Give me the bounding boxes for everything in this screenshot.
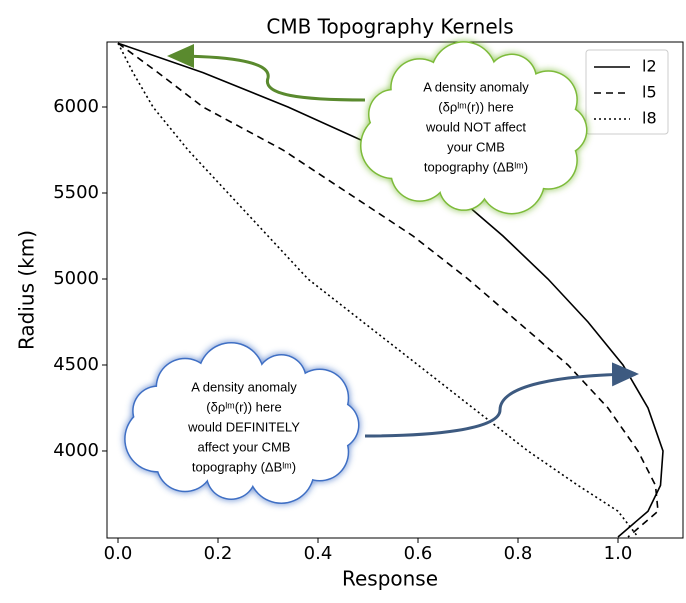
annotation-text: topography (ΔBˡᵐ) [192,459,296,474]
annotation-text: would DEFINITELY [187,419,300,434]
x-axis-label: Response [342,567,438,591]
cloud-body [152,373,336,477]
chart-title: CMB Topography Kernels [266,15,513,39]
x-tick-label: 0.2 [204,543,233,564]
x-tick-label: 1.0 [604,543,633,564]
y-tick-label: 4000 [53,440,99,461]
legend-label: l8 [642,109,657,128]
y-tick-label: 6000 [53,96,99,117]
y-axis-label: Radius (km) [15,230,39,350]
x-tick-label: 0.4 [304,543,333,564]
cloud [122,340,361,506]
annotation-text: (δρˡᵐ(r)) here [438,99,513,114]
y-tick-label: 4500 [53,354,99,375]
annotation-text: your CMB [447,139,505,154]
x-tick-label: 0.6 [404,543,433,564]
arrow [364,362,639,438]
annotation-text: A density anomaly [191,379,297,394]
annotation-text: A density anomaly [423,79,529,94]
cloud [358,39,589,216]
arrow [167,44,366,102]
data-line [117,42,664,538]
annotation-text: would NOT affect [425,119,526,134]
x-tick-label: 0.0 [104,543,133,564]
x-tick-label: 0.8 [504,543,533,564]
data-line [117,42,659,538]
legend-label: l5 [642,83,657,102]
cloud-body [388,72,564,188]
annotation-text: affect your CMB [198,439,291,454]
annotation-text: (δρˡᵐ(r)) here [206,399,281,414]
y-tick-label: 5500 [53,182,99,203]
annotation-text: topography (ΔBˡᵐ) [424,159,528,174]
legend-label: l2 [642,57,657,76]
plot-frame [106,41,684,539]
legend: l2 l5 l8 [585,49,669,135]
legend-box [585,49,669,135]
y-tick-label: 5000 [53,268,99,289]
